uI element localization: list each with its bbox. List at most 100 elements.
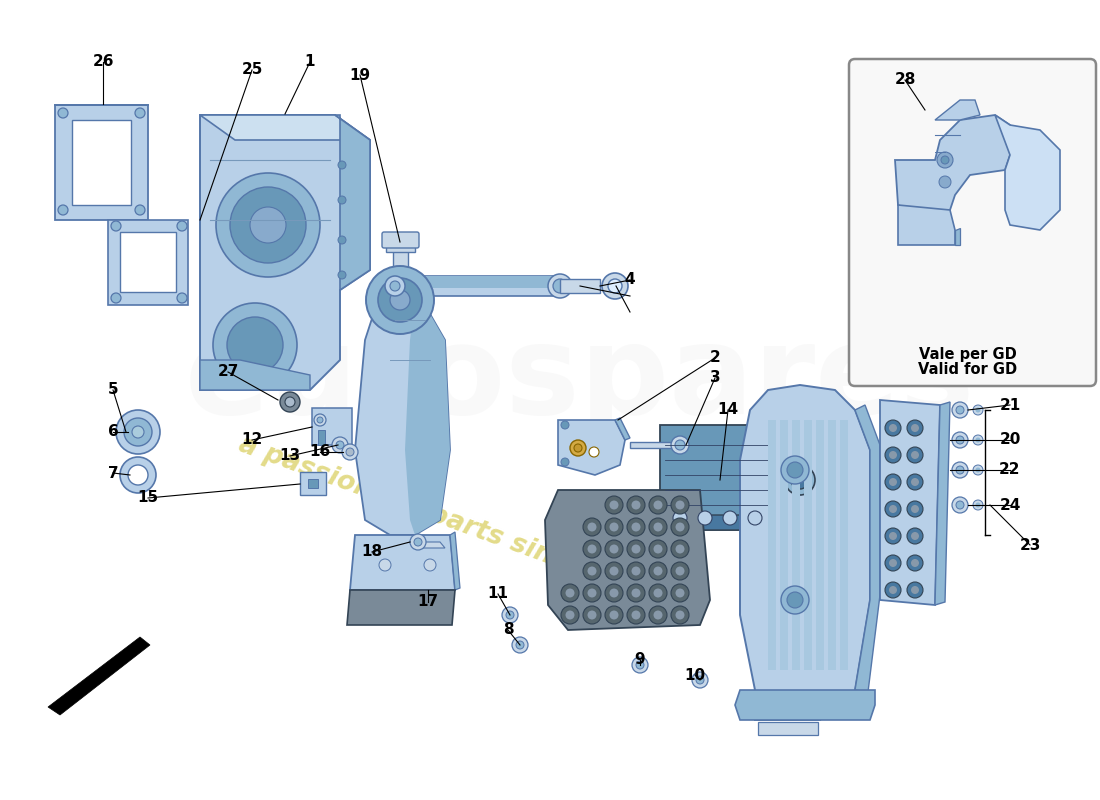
Polygon shape xyxy=(312,408,352,445)
Polygon shape xyxy=(120,232,176,292)
Text: 25: 25 xyxy=(241,62,263,78)
Circle shape xyxy=(696,676,704,684)
Circle shape xyxy=(974,435,983,445)
Polygon shape xyxy=(615,418,630,440)
Circle shape xyxy=(627,518,645,536)
Circle shape xyxy=(974,465,983,475)
Polygon shape xyxy=(395,276,560,288)
Circle shape xyxy=(317,417,323,423)
Circle shape xyxy=(889,532,896,540)
Polygon shape xyxy=(346,590,455,625)
Text: 19: 19 xyxy=(350,67,371,82)
Text: 12: 12 xyxy=(241,433,263,447)
Circle shape xyxy=(956,406,964,414)
Circle shape xyxy=(583,584,601,602)
Circle shape xyxy=(937,152,953,168)
Polygon shape xyxy=(828,420,836,670)
Circle shape xyxy=(342,444,358,460)
Circle shape xyxy=(609,545,618,554)
Circle shape xyxy=(781,586,808,614)
Circle shape xyxy=(378,278,422,322)
Circle shape xyxy=(631,589,640,598)
Circle shape xyxy=(561,606,579,624)
Polygon shape xyxy=(386,245,415,252)
Text: Valid for GD: Valid for GD xyxy=(918,362,1018,378)
Circle shape xyxy=(911,532,918,540)
Polygon shape xyxy=(200,360,310,390)
Circle shape xyxy=(976,467,980,473)
Polygon shape xyxy=(855,405,880,692)
Polygon shape xyxy=(804,420,812,670)
Polygon shape xyxy=(200,115,370,140)
Circle shape xyxy=(627,584,645,602)
Polygon shape xyxy=(558,420,625,475)
Circle shape xyxy=(609,566,618,575)
Polygon shape xyxy=(660,425,780,530)
Polygon shape xyxy=(308,479,318,488)
Circle shape xyxy=(952,497,968,513)
Circle shape xyxy=(583,518,601,536)
Circle shape xyxy=(280,392,300,412)
Circle shape xyxy=(671,436,689,454)
Circle shape xyxy=(627,496,645,514)
Circle shape xyxy=(583,562,601,580)
Circle shape xyxy=(605,540,623,558)
Circle shape xyxy=(976,502,980,507)
Ellipse shape xyxy=(608,279,622,293)
Polygon shape xyxy=(955,228,960,245)
Text: 11: 11 xyxy=(487,586,508,602)
Circle shape xyxy=(583,540,601,558)
Circle shape xyxy=(956,466,964,474)
Circle shape xyxy=(135,108,145,118)
Circle shape xyxy=(609,501,618,510)
Circle shape xyxy=(632,657,648,673)
Circle shape xyxy=(911,586,918,594)
Polygon shape xyxy=(880,400,940,605)
Ellipse shape xyxy=(602,273,628,299)
Text: 4: 4 xyxy=(625,273,636,287)
Circle shape xyxy=(886,474,901,490)
Circle shape xyxy=(588,447,600,457)
Circle shape xyxy=(570,440,586,456)
Text: 26: 26 xyxy=(92,54,113,70)
Polygon shape xyxy=(108,220,188,305)
Circle shape xyxy=(886,420,901,436)
Text: 1: 1 xyxy=(305,54,316,70)
Text: 22: 22 xyxy=(999,462,1021,478)
Text: a passion for parts since 1985: a passion for parts since 1985 xyxy=(234,431,666,609)
Circle shape xyxy=(512,637,528,653)
Circle shape xyxy=(675,522,684,531)
Polygon shape xyxy=(318,430,324,445)
Circle shape xyxy=(230,187,306,263)
Circle shape xyxy=(956,436,964,444)
Circle shape xyxy=(653,501,662,510)
Circle shape xyxy=(786,462,803,478)
Circle shape xyxy=(216,173,320,277)
Text: 27: 27 xyxy=(218,365,239,379)
Circle shape xyxy=(911,424,918,432)
Circle shape xyxy=(583,606,601,624)
Circle shape xyxy=(631,522,640,531)
Text: 13: 13 xyxy=(279,449,300,463)
Circle shape xyxy=(177,221,187,231)
Polygon shape xyxy=(776,425,800,530)
Circle shape xyxy=(675,566,684,575)
Text: 2: 2 xyxy=(710,350,720,366)
Circle shape xyxy=(346,448,354,456)
Circle shape xyxy=(410,534,426,550)
Circle shape xyxy=(609,522,618,531)
Circle shape xyxy=(698,511,712,525)
Polygon shape xyxy=(780,420,788,670)
Circle shape xyxy=(675,589,684,598)
Circle shape xyxy=(649,540,667,558)
Circle shape xyxy=(671,496,689,514)
Polygon shape xyxy=(758,722,818,735)
Circle shape xyxy=(605,496,623,514)
Circle shape xyxy=(908,447,923,463)
Polygon shape xyxy=(544,490,710,630)
Circle shape xyxy=(366,266,434,334)
Circle shape xyxy=(124,418,152,446)
Circle shape xyxy=(609,589,618,598)
Polygon shape xyxy=(418,542,446,548)
Text: 9: 9 xyxy=(635,653,646,667)
